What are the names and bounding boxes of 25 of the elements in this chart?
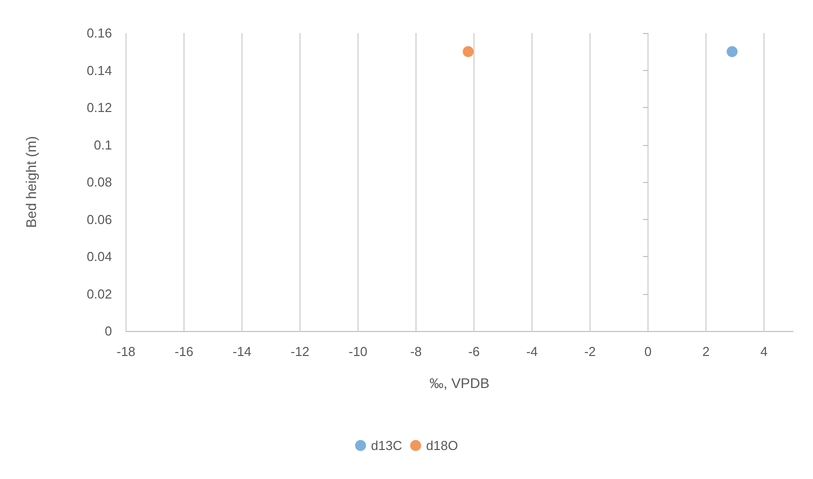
x-tick-label: -14 xyxy=(232,344,252,359)
y-tick-label: 0.02 xyxy=(86,286,112,302)
x-axis-title: ‰, VPDB xyxy=(430,375,490,391)
x-tick-label: 0 xyxy=(644,344,652,359)
x-tick-label: -4 xyxy=(526,344,538,359)
legend-label: d18O xyxy=(426,438,458,453)
y-tick-label: 0.16 xyxy=(86,26,112,40)
y-tick-label: 0.08 xyxy=(86,174,112,190)
y-tick-label: 0.04 xyxy=(86,249,112,264)
x-tick-label: -10 xyxy=(348,344,368,359)
y-tick-label: 0.12 xyxy=(86,100,112,115)
y-tick-label: 0.06 xyxy=(86,212,112,227)
y-axis-title: Bed height (m) xyxy=(23,136,39,228)
legend-label: d13C xyxy=(371,438,402,453)
x-tick-label: -2 xyxy=(584,344,596,359)
x-tick-label: 4 xyxy=(760,344,768,359)
x-tick-label: -16 xyxy=(174,344,194,359)
y-tick-label: 0 xyxy=(104,324,112,338)
x-tick-label: -12 xyxy=(290,344,310,359)
x-tick-label: -18 xyxy=(116,344,136,359)
y-tick-label: 0.1 xyxy=(94,137,112,152)
x-tick-label: -8 xyxy=(410,344,422,359)
x-tick-label: -6 xyxy=(468,344,480,359)
y-tick-label: 0.14 xyxy=(86,62,112,78)
x-tick-label: 2 xyxy=(702,344,710,359)
